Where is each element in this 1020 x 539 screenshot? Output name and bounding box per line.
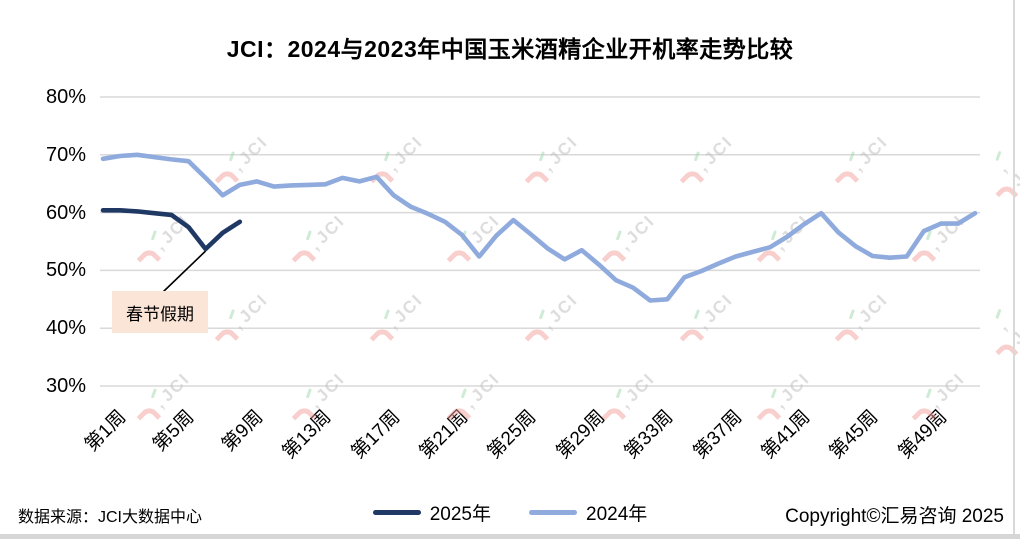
series-line-2024年 (100, 152, 978, 303)
y-axis-tick-label: 80% (45, 86, 86, 108)
annotation-spring-festival: 春节假期 (112, 291, 208, 333)
y-axis-tick-label: 60% (45, 201, 86, 224)
legend-item-2024: 2024年 (529, 499, 647, 526)
window-edge-right (1013, 0, 1015, 534)
legend-label-2025: 2025年 (429, 504, 491, 525)
y-axis-tick-label: 70% (45, 143, 86, 166)
legend-item-2025: 2025年 (372, 499, 491, 526)
chart-title: JCI：2024与2023年中国玉米酒精企业开机率走势比较 (226, 36, 794, 62)
chart-legend: 2025年 2024年 (0, 499, 1020, 526)
legend-label-2024: 2024年 (586, 504, 648, 525)
y-axis-tick-label: 30% (45, 375, 86, 397)
data-source-note: 数据来源：JCI大数据中心 (18, 509, 203, 526)
annotation-leader-line (162, 250, 207, 293)
legend-line-2024-swatch (529, 510, 577, 515)
y-axis-tick-label: 40% (45, 317, 86, 340)
y-axis-tick-label: 50% (45, 259, 86, 282)
copyright-note: Copyright©汇易咨询 2025 (785, 506, 1004, 527)
window-edge-bottom (0, 534, 1020, 539)
legend-line-2025-swatch (372, 510, 421, 515)
series-line-2025年 (100, 208, 243, 252)
